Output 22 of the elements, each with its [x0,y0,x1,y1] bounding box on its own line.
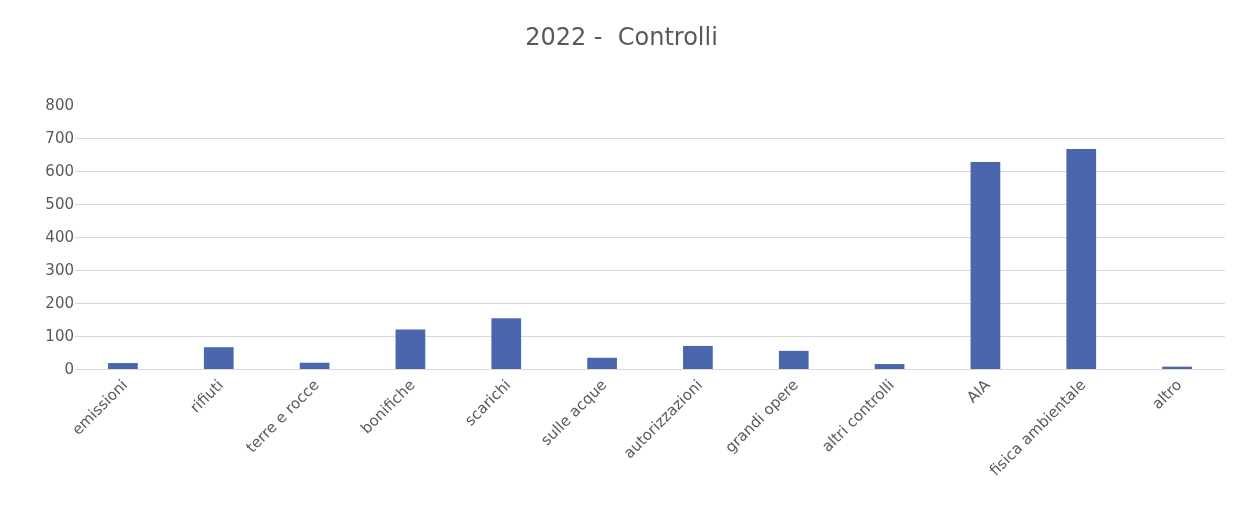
bar [970,162,1001,369]
bar [874,364,905,369]
bar [299,362,330,369]
y-tick-label: 700 [45,129,74,148]
y-tick-label: 100 [45,327,74,346]
y-tick-label: 200 [45,294,74,313]
bar [491,318,522,369]
x-tick-label: AIA [963,375,995,407]
y-tick-label: 300 [45,261,74,280]
bar [683,345,713,369]
bar [108,363,138,369]
y-tick-label: 600 [45,162,74,181]
chart-title: 2022 - Controlli [525,23,718,52]
bar [395,329,426,369]
bar [1066,148,1097,369]
bar [587,357,617,369]
y-tick-label: 400 [45,228,74,247]
y-tick-label: 0 [64,360,74,379]
bar [778,350,809,369]
y-tick-label: 500 [45,195,74,214]
bar [203,347,234,369]
y-tick-label: 800 [45,96,74,115]
